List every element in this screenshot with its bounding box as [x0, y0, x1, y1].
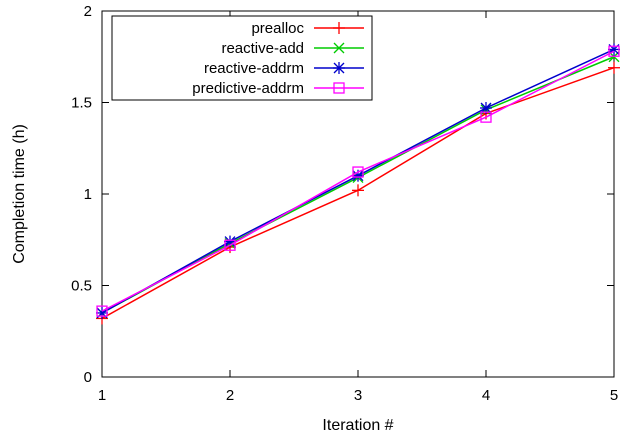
data-point-predictive-addrm [480, 111, 492, 123]
x-tick-label: 1 [98, 387, 106, 404]
data-point-predictive-addrm [224, 239, 236, 251]
legend-marker-reactive-add [333, 42, 345, 54]
legend-label-reactive-addrm: reactive-addrm [204, 60, 304, 77]
legend-marker-prealloc [333, 22, 345, 34]
y-tick-label: 0 [84, 369, 92, 386]
y-tick-label: 0.5 [71, 278, 92, 295]
legend-label-predictive-addrm: predictive-addrm [192, 80, 304, 97]
series-predictive-addrm [96, 45, 620, 317]
legend-marker-reactive-addrm [333, 62, 345, 74]
series-line-predictive-addrm [101, 50, 615, 312]
data-point-predictive-addrm [352, 166, 364, 178]
x-tick-label: 3 [354, 387, 362, 404]
data-point-reactive-addrm [224, 235, 236, 248]
data-point-prealloc [352, 184, 364, 197]
data-point-predictive-addrm [96, 305, 108, 317]
y-tick-label: 1 [84, 186, 92, 203]
legend-marker-predictive-addrm [333, 82, 345, 94]
y-axis-label: Completion time (h) [11, 124, 28, 264]
x-tick-label: 5 [610, 387, 618, 404]
legend-label-reactive-add: reactive-add [221, 40, 304, 57]
x-tick-label: 2 [226, 387, 234, 404]
legend-box [111, 15, 373, 101]
data-point-prealloc [608, 61, 620, 74]
legend-label-prealloc: prealloc [251, 20, 304, 37]
x-tick-label: 4 [482, 387, 490, 404]
series-prealloc [96, 61, 620, 325]
y-tick-label: 1.5 [71, 95, 92, 112]
y-tick-label: 2 [84, 3, 92, 20]
data-point-predictive-addrm [608, 45, 620, 57]
x-axis-label: Iteration # [322, 417, 393, 434]
